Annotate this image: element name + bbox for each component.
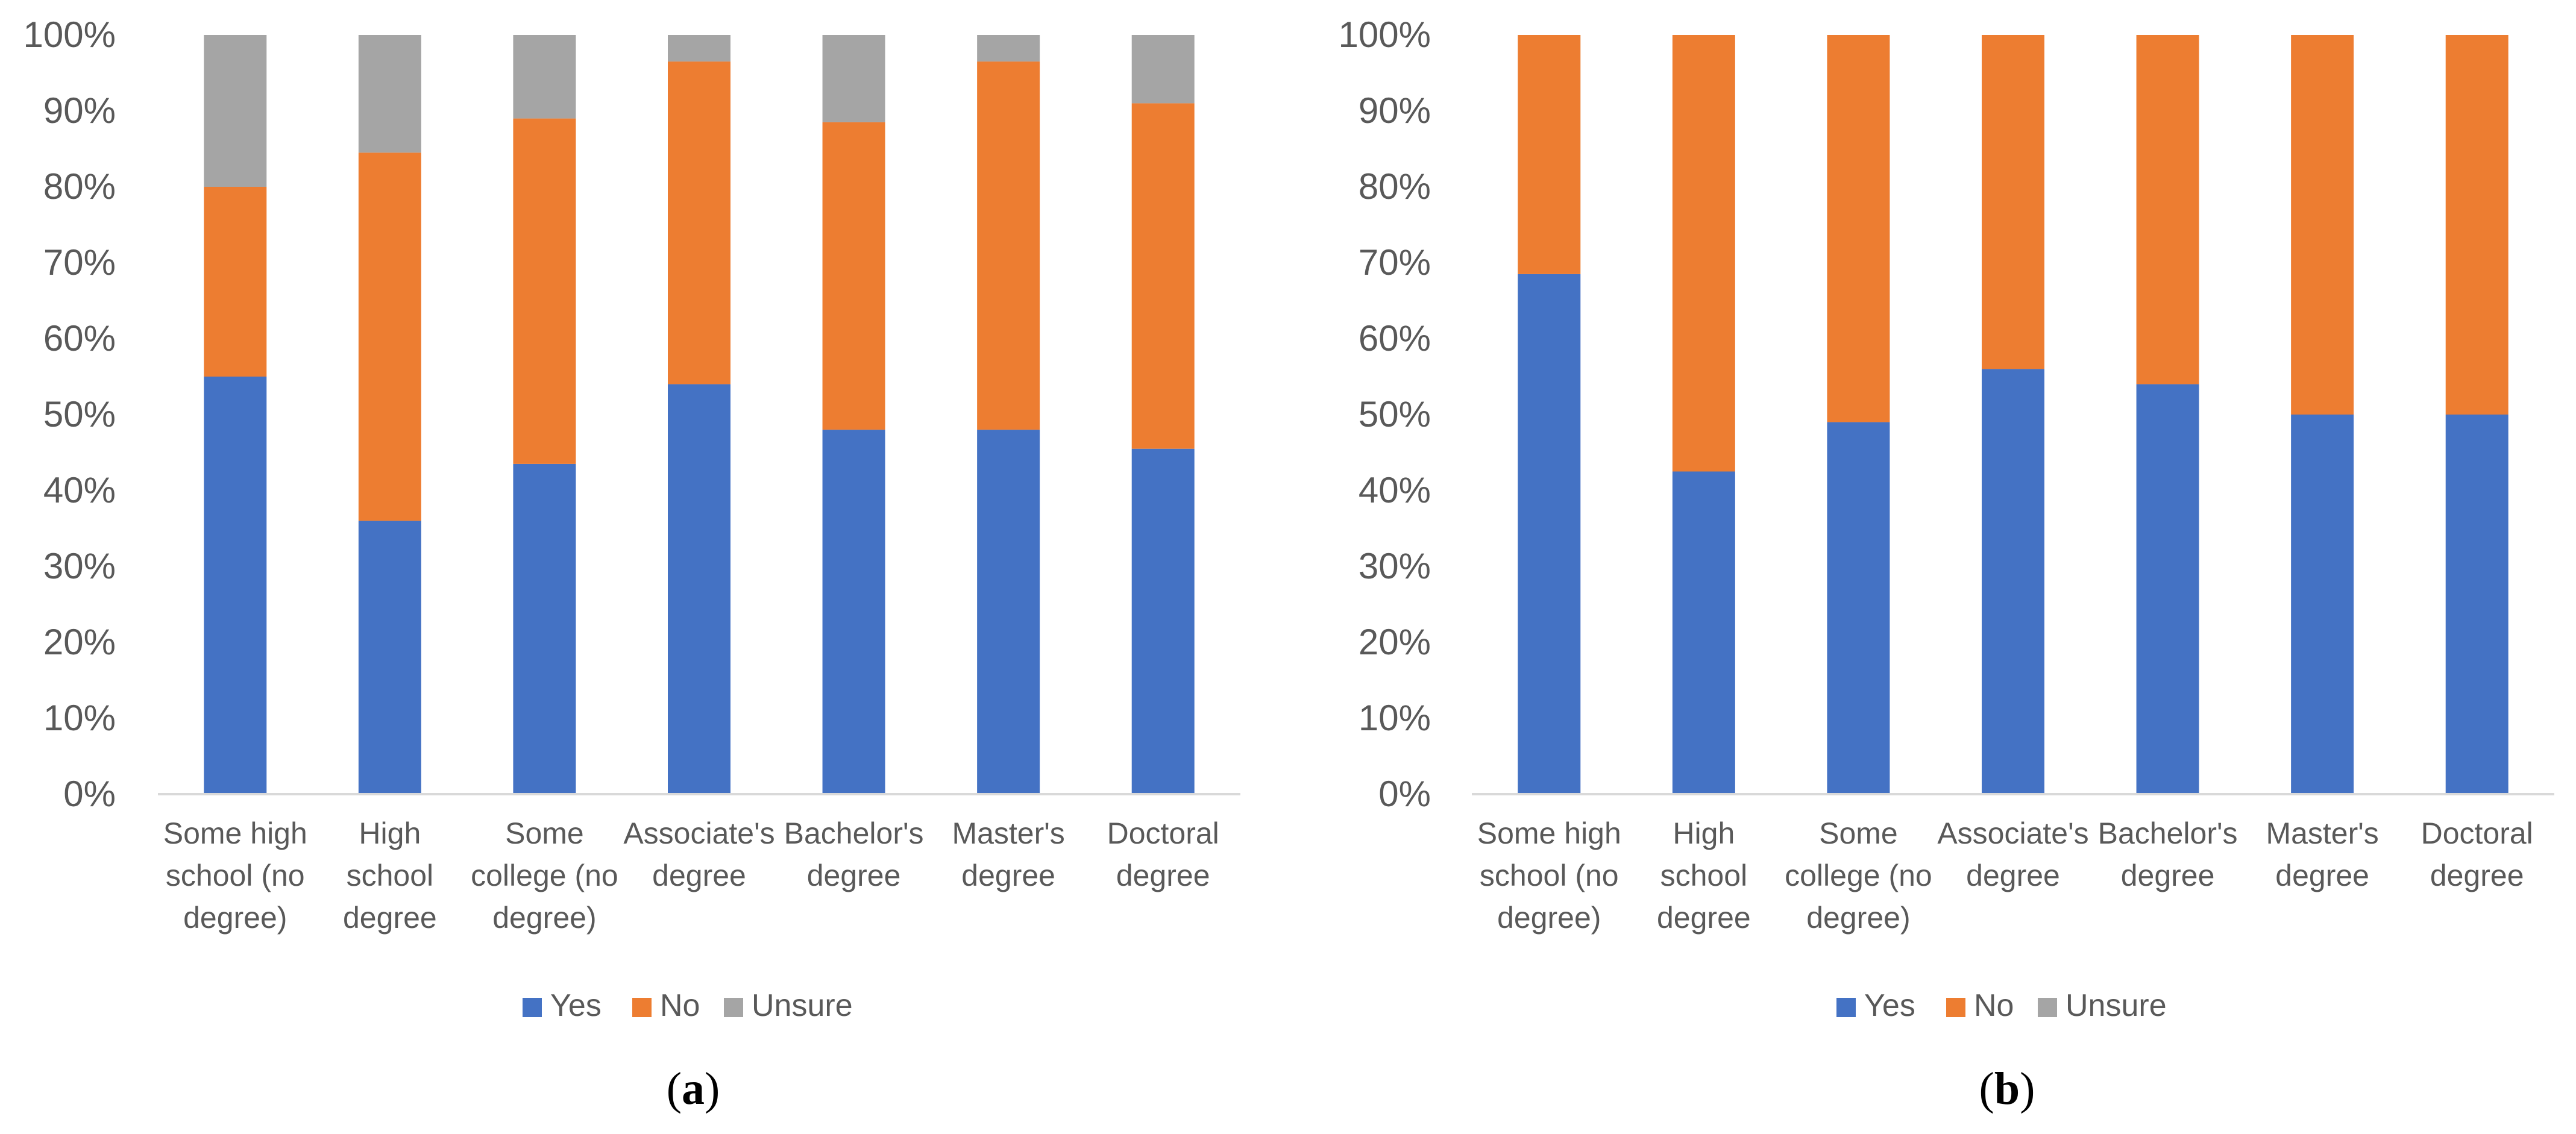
x-category-label: Master's degree [2266, 816, 2378, 892]
bar-segment-no [1131, 103, 1195, 449]
y-tick-label: 40% [43, 470, 116, 510]
legend-swatch-yes [1836, 998, 1856, 1017]
y-tick-label: 50% [1359, 394, 1431, 434]
y-tick-label: 50% [43, 394, 116, 434]
x-category-label: Some college (no degree) [1785, 816, 1932, 935]
legend-swatch-unsure [724, 998, 743, 1017]
chart-panel-b: 0% 10% 20% 30% 40% 50% 60% 70% 80% 90% 100% Some hi… [1339, 14, 2554, 1114]
x-category-label: Some high school (no degree) [1477, 816, 1621, 935]
x-category-label: Master's degree [952, 816, 1064, 892]
bar-segment-yes [1518, 274, 1581, 794]
y-tick-label: 70% [43, 242, 116, 283]
bar-segment-yes [358, 521, 421, 794]
legend-swatch-no [1946, 998, 1965, 1017]
legend-label-no: No [660, 988, 700, 1023]
bar-segment-no [2291, 35, 2354, 415]
y-tick-label: 10% [1359, 698, 1431, 738]
bar-segment-yes [1982, 369, 2044, 794]
bar-segment-no [822, 122, 885, 430]
y-tick-label: 30% [43, 546, 116, 586]
y-tick-label: 70% [1359, 242, 1431, 283]
bar-segment-yes [1827, 422, 1890, 794]
bar-segment-no [1672, 35, 1735, 472]
bar-segment-no [2136, 35, 2199, 384]
chart-panel-a: 0% 10% 20% 30% 40% 50% 60% 70% 80% 90% 100% Some hi… [24, 14, 1240, 1114]
bar-segment-yes [977, 430, 1040, 794]
legend-label-yes: Yes [1864, 988, 1915, 1023]
bar-segment-yes [2291, 415, 2354, 794]
bar-segment-no [668, 61, 730, 384]
bar-segment-yes [822, 430, 885, 794]
bar-segment-no [1827, 35, 1890, 422]
bar-segment-no [2445, 35, 2508, 415]
x-category-label: Bachelor's degree [784, 816, 924, 892]
y-tick-label: 0% [63, 774, 116, 814]
bar-segment-no [977, 61, 1040, 430]
bar-segment-no [204, 187, 267, 377]
y-tick-label: 20% [1359, 622, 1431, 662]
y-tick-label: 100% [24, 14, 116, 55]
bar-segment-yes [204, 377, 267, 794]
legend-label-unsure: Unsure [752, 988, 853, 1023]
bar-segment-yes [513, 463, 576, 794]
y-tick-label: 90% [1359, 90, 1431, 131]
legend-swatch-no [632, 998, 652, 1017]
bar-segment-unsure [822, 35, 885, 122]
y-tick-label: 100% [1339, 14, 1431, 55]
bar-segment-no [513, 118, 576, 464]
bar-segment-no [1982, 35, 2044, 369]
y-tick-label: 60% [43, 318, 116, 359]
bar-segment-unsure [668, 35, 730, 62]
panel-label: (a) [667, 1064, 720, 1114]
y-tick-label: 80% [1359, 166, 1431, 207]
y-tick-label: 20% [43, 622, 116, 662]
bar-segment-unsure [1131, 35, 1195, 104]
x-category-label: Some college (no degree) [471, 816, 618, 935]
x-category-label: Bachelor's degree [2098, 816, 2238, 892]
x-category-label: High school degree [343, 816, 437, 935]
y-tick-label: 10% [43, 698, 116, 738]
bar-segment-yes [1131, 448, 1195, 794]
bar-segment-yes [1672, 471, 1735, 794]
panel-label: (b) [1979, 1064, 2035, 1114]
legend-label-no: No [1974, 988, 2014, 1023]
bar-segment-yes [2445, 415, 2508, 794]
bar-segment-no [1518, 35, 1581, 274]
y-tick-label: 80% [43, 166, 116, 207]
y-tick-label: 60% [1359, 318, 1431, 359]
y-tick-label: 30% [1359, 546, 1431, 586]
x-category-label: Doctoral degree [2421, 816, 2533, 892]
bar-segment-unsure [977, 35, 1040, 62]
y-tick-label: 90% [43, 90, 116, 131]
x-category-label: Doctoral degree [1107, 816, 1219, 892]
y-tick-label: 40% [1359, 470, 1431, 510]
legend-label-unsure: Unsure [2066, 988, 2167, 1023]
bar-segment-unsure [513, 35, 576, 119]
x-category-label: Associate's degree [1937, 816, 2088, 892]
x-category-label: High school degree [1657, 816, 1751, 935]
legend-swatch-unsure [2038, 998, 2057, 1017]
bar-segment-yes [2136, 384, 2199, 794]
bar-segment-no [358, 152, 421, 521]
y-tick-label: 0% [1378, 774, 1431, 814]
x-category-label: Associate's degree [623, 816, 774, 892]
bar-segment-unsure [204, 35, 267, 187]
legend-label-yes: Yes [550, 988, 602, 1023]
legend-swatch-yes [523, 998, 542, 1017]
bar-segment-unsure [358, 35, 421, 153]
x-category-label: Some high school (no degree) [163, 816, 307, 935]
bar-segment-yes [668, 384, 730, 794]
